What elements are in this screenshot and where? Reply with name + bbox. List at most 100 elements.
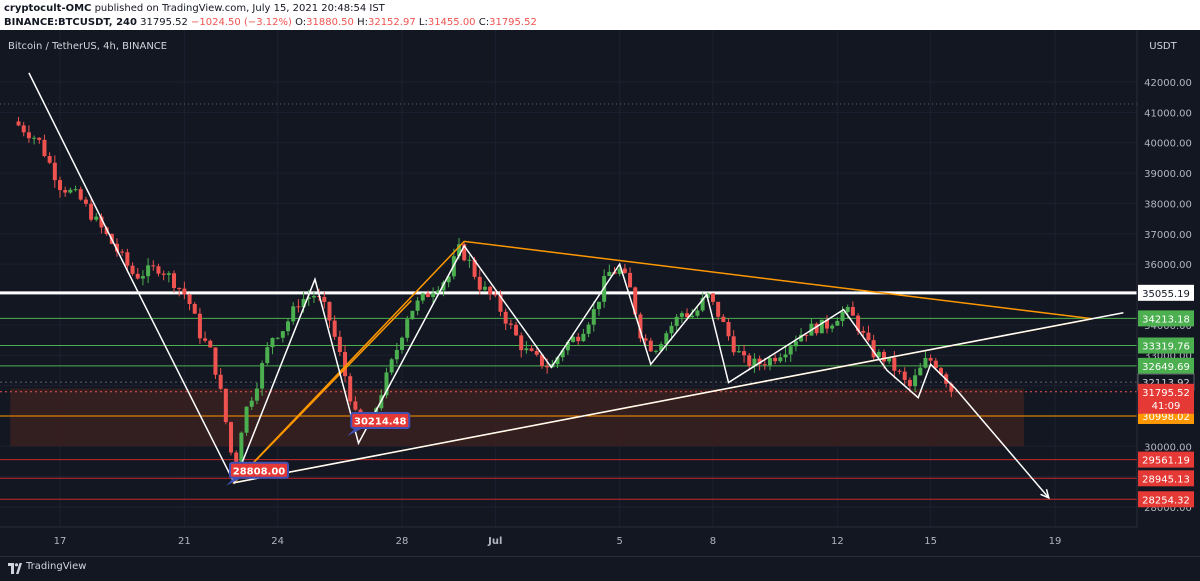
candle-body bbox=[778, 357, 783, 362]
candle-body bbox=[140, 276, 145, 279]
candle-body bbox=[721, 316, 726, 322]
candle-body bbox=[907, 379, 912, 387]
orange-left-leg bbox=[233, 300, 412, 484]
candle-body bbox=[876, 351, 881, 358]
candle-body bbox=[581, 333, 586, 342]
candle-body bbox=[234, 452, 239, 462]
candle-body bbox=[902, 371, 907, 380]
candle-body bbox=[674, 316, 679, 326]
level-price-text: 28254.32 bbox=[1142, 495, 1190, 506]
level-price-text: 28945.13 bbox=[1142, 474, 1190, 485]
price-tick-label: 39000.00 bbox=[1144, 169, 1192, 180]
level-price-text: 32649.69 bbox=[1142, 362, 1190, 373]
candle-body bbox=[166, 273, 171, 275]
candle-body bbox=[467, 259, 472, 261]
candle-body bbox=[519, 335, 524, 351]
candle-body bbox=[762, 364, 767, 366]
candle-body bbox=[679, 313, 684, 317]
candle-body bbox=[156, 266, 161, 274]
candle-body bbox=[441, 282, 446, 291]
candle-body bbox=[622, 268, 627, 273]
high-value: 32152.97 bbox=[367, 17, 416, 28]
countdown-text: 41:09 bbox=[1152, 401, 1181, 412]
candle-body bbox=[938, 368, 943, 375]
time-tick-label: Jul bbox=[487, 536, 502, 547]
candle-body bbox=[322, 296, 327, 302]
candle-body bbox=[68, 189, 73, 193]
candle-body bbox=[690, 315, 695, 318]
candle-body bbox=[348, 376, 353, 402]
price-tick-label: 36000.00 bbox=[1144, 260, 1192, 271]
candle-body bbox=[306, 297, 311, 299]
candle-body bbox=[192, 304, 197, 314]
candle-body bbox=[840, 311, 845, 321]
candle-body bbox=[343, 352, 348, 377]
low-value: 31455.00 bbox=[427, 17, 476, 28]
candle-body bbox=[389, 359, 394, 373]
candle-body bbox=[710, 293, 715, 302]
candle-body bbox=[436, 290, 441, 294]
candle-body bbox=[659, 344, 664, 351]
candle-body bbox=[400, 337, 405, 350]
candle-body bbox=[89, 203, 94, 220]
level-price-tag bbox=[1138, 310, 1194, 327]
zone-rect bbox=[10, 388, 1024, 447]
brand-name[interactable]: TradingView bbox=[26, 561, 87, 572]
candle-body bbox=[42, 139, 47, 157]
publish-date: published on TradingView.com, July 15, 2… bbox=[94, 3, 385, 14]
level-price-text: 34213.18 bbox=[1142, 314, 1190, 325]
candle-body bbox=[695, 310, 700, 316]
candle-body bbox=[524, 348, 529, 351]
candle-body bbox=[736, 351, 741, 353]
candle-body bbox=[410, 310, 415, 320]
price-tick-label: 38000.00 bbox=[1144, 199, 1192, 210]
candle-body bbox=[508, 323, 513, 325]
candle-body bbox=[596, 301, 601, 310]
callout-label: 30214.48 bbox=[354, 416, 407, 427]
candle-body bbox=[213, 347, 218, 375]
candle-body bbox=[291, 306, 296, 322]
candle-body bbox=[685, 313, 690, 318]
candle-body bbox=[472, 259, 477, 277]
candle-body bbox=[913, 375, 918, 387]
candle-body bbox=[208, 340, 213, 348]
candle-body bbox=[871, 340, 876, 358]
time-axis[interactable]: 17 21 24 28 Jul 5 8 12 15 19 bbox=[54, 536, 1062, 547]
candle-body bbox=[244, 406, 249, 433]
candle-body bbox=[415, 300, 420, 311]
candle-body bbox=[332, 320, 337, 337]
candle-body bbox=[731, 336, 736, 353]
candle-body bbox=[643, 338, 648, 341]
candle-body bbox=[265, 347, 270, 364]
candle-body bbox=[586, 324, 591, 334]
candle-body bbox=[203, 338, 208, 341]
candle-body bbox=[104, 227, 109, 235]
price-tick-label: 42000.00 bbox=[1144, 78, 1192, 89]
candle-body bbox=[835, 320, 840, 326]
chart-title: Bitcoin / TetherUS, 4h, BINANCE bbox=[8, 41, 167, 52]
level-price-text: 35055.19 bbox=[1142, 289, 1190, 300]
candle-body bbox=[172, 273, 177, 289]
candle-body bbox=[773, 357, 778, 362]
candle-body bbox=[125, 252, 130, 266]
candle-body bbox=[726, 321, 731, 337]
demand-zone bbox=[10, 388, 1024, 447]
candle-body bbox=[99, 216, 104, 228]
high-label: H: bbox=[357, 17, 368, 28]
candle-body bbox=[555, 357, 560, 365]
candle-body bbox=[187, 294, 192, 305]
level-price-text: 33319.76 bbox=[1142, 342, 1190, 353]
time-tick-label: 24 bbox=[271, 536, 284, 547]
open-label: O: bbox=[295, 17, 307, 28]
candle-body bbox=[498, 294, 503, 312]
author[interactable]: cryptocult-OMC bbox=[4, 3, 92, 14]
candle-body bbox=[949, 383, 954, 392]
candle-body bbox=[223, 388, 228, 423]
candle-body bbox=[767, 357, 772, 366]
price-tick-label: 33000.00 bbox=[1144, 351, 1192, 362]
candle-body bbox=[115, 243, 120, 252]
candle-body bbox=[638, 314, 643, 339]
time-tick-label: 28 bbox=[396, 536, 409, 547]
level-price-text: 32113.92 bbox=[1142, 378, 1190, 389]
